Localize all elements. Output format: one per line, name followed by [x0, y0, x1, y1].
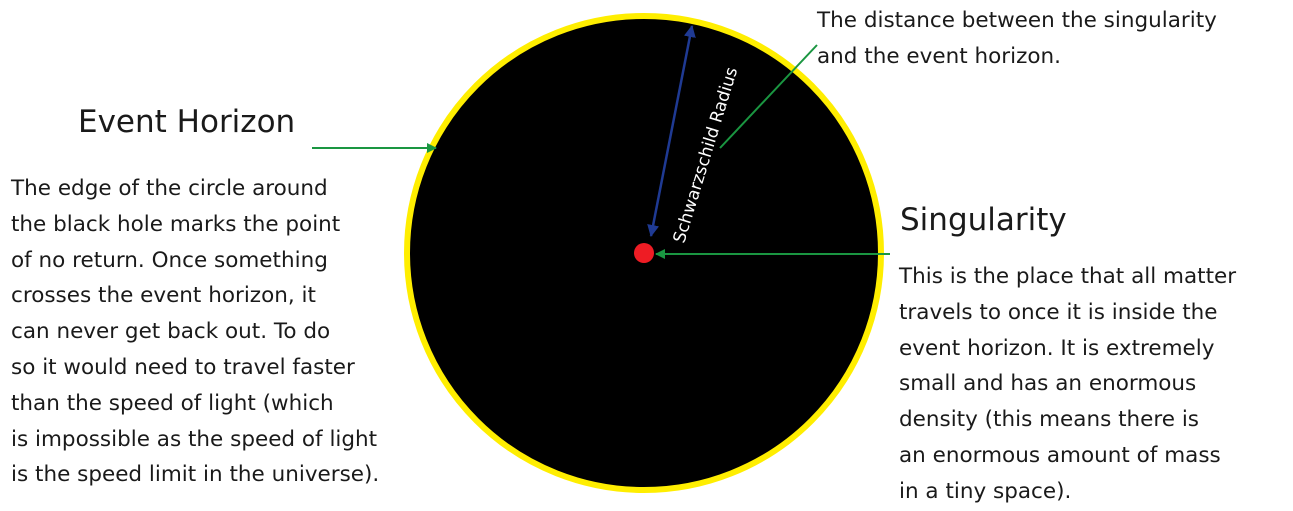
radius-arrow — [647, 25, 696, 237]
description-line: travels to once it is inside the — [899, 299, 1218, 325]
description-line: of no return. Once something — [11, 247, 328, 273]
description-line: small and has an enormous — [899, 371, 1197, 397]
description-line: so it would need to travel faster — [11, 354, 355, 380]
description-line: than the speed of light (which — [11, 390, 334, 416]
description-line: the black hole marks the point — [11, 211, 341, 237]
singularity-title: Singularity — [900, 202, 1067, 238]
description-line: This is the place that all matter — [899, 264, 1237, 289]
description-line: event horizon. It is extremely — [899, 335, 1215, 361]
schwarzschild-radius-description: The distance between the singularity and… — [817, 3, 1217, 75]
radius-pointer — [719, 44, 818, 149]
description-line: and the event horizon. — [817, 43, 1061, 69]
singularity-description: This is the place that all matter travel… — [899, 259, 1236, 510]
description-line: density (this means there is — [899, 407, 1200, 433]
description-line: is impossible as the speed of light — [11, 426, 378, 452]
description-line: can never get back out. To do — [11, 319, 331, 345]
event-horizon-title: Event Horizon — [78, 104, 296, 140]
event-horizon-description: The edge of the circle around the black … — [11, 171, 379, 493]
description-line: The distance between the singularity — [817, 8, 1217, 33]
description-line: an enormous amount of mass — [899, 442, 1221, 468]
singularity-dot — [634, 243, 654, 263]
description-line: is the speed limit in the universe). — [11, 462, 380, 488]
description-line: in a tiny space). — [899, 478, 1072, 504]
description-line: The edge of the circle around — [11, 176, 328, 201]
description-line: crosses the event horizon, it — [11, 283, 316, 309]
